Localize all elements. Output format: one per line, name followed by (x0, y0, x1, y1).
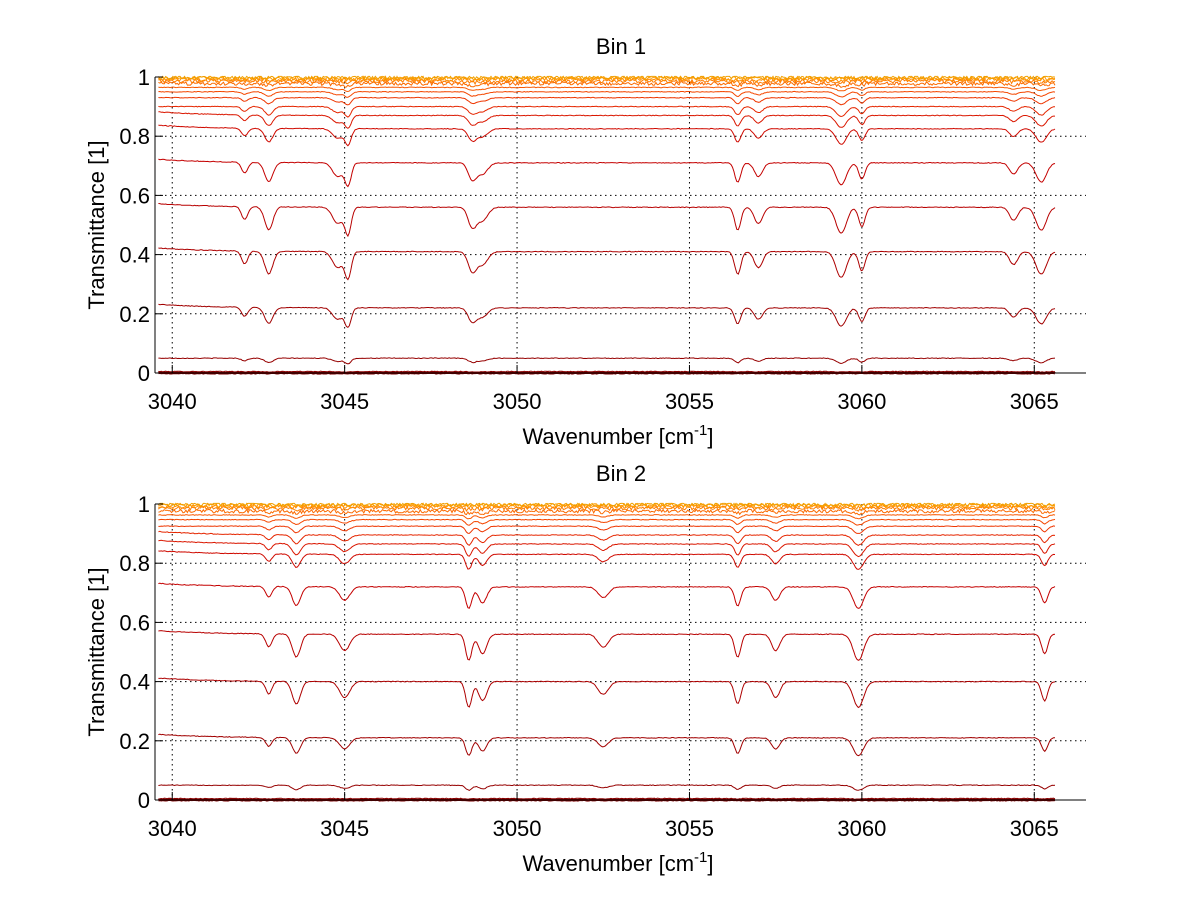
x-tick-label: 3065 (1010, 389, 1059, 414)
x-tick-label: 3050 (493, 389, 542, 414)
x-tick-label: 3055 (665, 816, 714, 841)
series-line (158, 550, 1056, 570)
series-line (158, 124, 1056, 147)
y-tick-label: 0 (138, 788, 150, 813)
series-line (158, 630, 1056, 661)
subplot-title: Bin 1 (596, 34, 646, 59)
x-tick-label: 3060 (837, 816, 886, 841)
series-line (158, 105, 1055, 118)
x-tick-label: 3045 (320, 389, 369, 414)
x-tick-label: 3060 (837, 389, 886, 414)
series-line (158, 733, 1056, 757)
x-tick-label: 3065 (1010, 816, 1059, 841)
x-axis-label-main: Wavenumber [cm (522, 851, 694, 876)
y-tick-labels: 0 0.2 0.4 0.6 0.8 1 (119, 492, 150, 813)
y-tick-label: 0.8 (119, 551, 150, 576)
series-line (158, 96, 1056, 106)
y-axis-label: Transmittance [1] (84, 567, 109, 736)
series-line (158, 303, 1056, 329)
y-tick-label: 0.8 (119, 124, 150, 149)
subplot-bin-2: Bin 2 3040 3045 3050 3055 3060 3065 0 0.2 0.4 0.… (84, 461, 1086, 876)
x-axis-label-sup: -1 (694, 849, 707, 866)
subplot-title: Bin 2 (596, 461, 646, 486)
x-axis-label-sup: -1 (694, 422, 707, 439)
axes-frame (154, 76, 1086, 374)
y-tick-label: 0.6 (119, 610, 150, 635)
series-line (158, 80, 1056, 88)
series-line (158, 508, 1056, 516)
x-tick-label: 3040 (148, 816, 197, 841)
series-line (158, 525, 1056, 534)
x-axis-label: Wavenumber [cm-1] (522, 422, 713, 449)
series-line (158, 518, 1056, 526)
series-line (158, 530, 1056, 546)
series-line (158, 78, 1056, 86)
series-line (158, 90, 1056, 98)
series-line (157, 75, 1056, 81)
y-tick-label: 0 (138, 361, 150, 386)
series-line (158, 111, 1055, 129)
y-tick-labels: 0 0.2 0.4 0.6 0.8 1 (119, 65, 150, 386)
y-tick-label: 0.4 (119, 243, 150, 268)
series-line (158, 677, 1056, 709)
x-axis-label-end: ] (707, 424, 713, 449)
x-tick-label: 3050 (493, 816, 542, 841)
x-axis-label-end: ] (707, 851, 713, 876)
y-tick-label: 0.6 (119, 183, 150, 208)
y-tick-label: 0.4 (119, 670, 150, 695)
series-line (158, 370, 1056, 373)
x-tick-label: 3040 (148, 389, 197, 414)
y-tick-label: 1 (138, 492, 150, 517)
subplot-bin-1: Bin 1 3040 3045 3050 3055 3060 3065 0 0.2 0.4 0.… (84, 34, 1086, 449)
x-tick-label: 3045 (320, 816, 369, 841)
y-tick-label: 0.2 (119, 302, 150, 327)
plot-area (155, 77, 1086, 373)
series-line (158, 582, 1056, 609)
x-tick-label: 3055 (665, 389, 714, 414)
series-line (158, 514, 1056, 520)
series-line (158, 539, 1056, 558)
grid-lines (155, 77, 1086, 373)
series-line (158, 247, 1056, 281)
x-axis-label-main: Wavenumber [cm (522, 424, 694, 449)
series-line (158, 158, 1056, 188)
series-line (158, 784, 1056, 791)
axes-frame (154, 503, 1086, 801)
x-tick-labels: 3040 3045 3050 3055 3060 3065 (148, 816, 1059, 841)
y-tick-label: 1 (138, 65, 150, 90)
series-line (158, 203, 1056, 238)
series-line (158, 797, 1056, 800)
series-line (158, 502, 1056, 508)
x-axis-label: Wavenumber [cm-1] (522, 849, 713, 876)
series-line (158, 503, 1056, 510)
y-axis-label: Transmittance [1] (84, 140, 109, 309)
plot-area (155, 504, 1086, 800)
y-tick-label: 0.2 (119, 729, 150, 754)
series-line (158, 357, 1056, 365)
x-tick-labels: 3040 3045 3050 3055 3060 3065 (148, 389, 1059, 414)
series-line (158, 86, 1056, 93)
